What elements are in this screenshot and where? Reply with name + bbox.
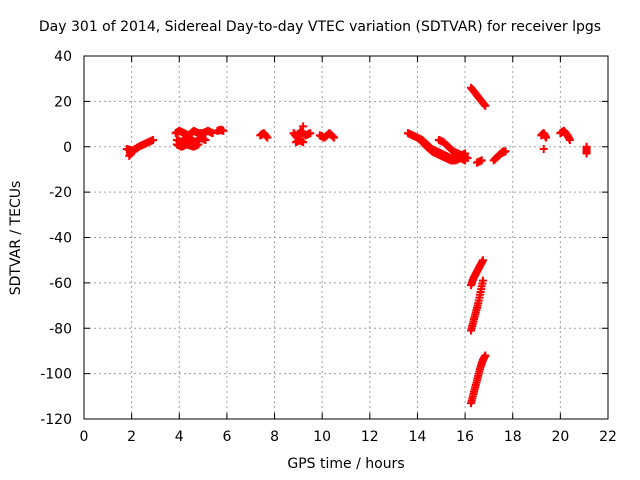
data-point: [565, 135, 574, 144]
data-point: [208, 129, 217, 138]
data-point: [299, 122, 308, 131]
tick-labels: 0 2 4 6 8 10 12 14 16 18 20 22 -120 -100 -80 -60 -40 -20 0…: [40, 49, 617, 445]
data-point: [542, 133, 551, 142]
data-point: [481, 351, 490, 360]
y-tick-label: -40: [49, 231, 72, 247]
data-point: [481, 101, 490, 110]
x-tick-label: 14: [409, 429, 427, 445]
data-point: [149, 135, 158, 144]
y-tick-label: -20: [49, 185, 72, 201]
chart-title: Day 301 of 2014, Sidereal Day-to-day VTE…: [38, 19, 602, 35]
y-tick-label: 40: [54, 49, 72, 65]
data-point: [582, 142, 591, 151]
data-point: [194, 140, 203, 149]
x-tick-label: 18: [504, 429, 522, 445]
x-tick-label: 6: [222, 429, 231, 445]
data-point: [478, 276, 487, 285]
data-point: [219, 126, 228, 135]
x-tick-label: 8: [270, 429, 279, 445]
data-point: [330, 133, 339, 142]
x-tick-label: 0: [80, 429, 89, 445]
data-point: [501, 147, 510, 156]
y-tick-label: -60: [49, 276, 72, 292]
data-point: [477, 156, 486, 165]
data-point: [328, 132, 337, 141]
x-tick-label: 4: [175, 429, 184, 445]
y-tick-label: -120: [40, 412, 72, 428]
grid-lines: [84, 56, 608, 419]
x-tick-label: 22: [599, 429, 617, 445]
data-point: [130, 147, 139, 156]
y-tick-label: -100: [40, 367, 72, 383]
data-point: [539, 145, 548, 154]
y-axis-label: SDTVAR / TECUs: [8, 180, 24, 296]
data-point: [478, 256, 487, 265]
data-markers: [122, 83, 591, 408]
x-tick-label: 20: [551, 429, 569, 445]
axes: [83, 55, 609, 420]
y-tick-label: -80: [49, 321, 72, 337]
x-tick-label: 12: [361, 429, 379, 445]
data-point: [463, 154, 472, 163]
x-tick-label: 2: [127, 429, 136, 445]
x-tick-label: 16: [456, 429, 474, 445]
x-tick-label: 10: [313, 429, 331, 445]
y-tick-label: 0: [63, 140, 72, 156]
data-point: [201, 135, 210, 144]
x-axis-label: GPS time / hours: [287, 456, 405, 472]
data-point: [263, 133, 272, 142]
data-point: [306, 129, 315, 138]
data-point: [299, 138, 308, 147]
y-tick-label: 20: [54, 94, 72, 110]
